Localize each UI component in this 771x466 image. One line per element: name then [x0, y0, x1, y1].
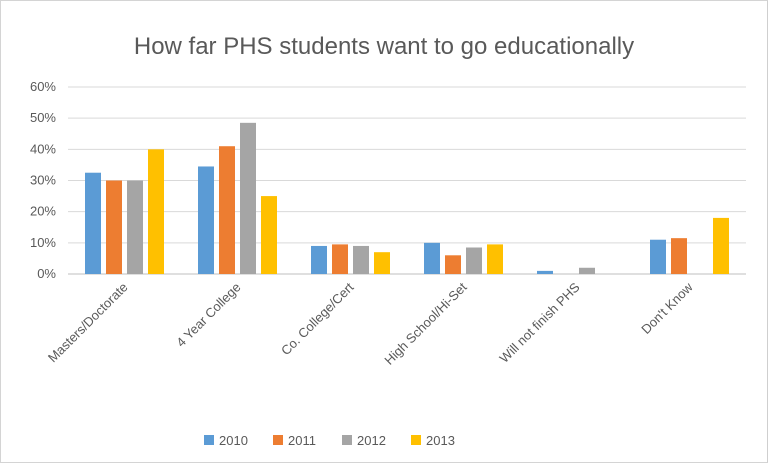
category-label: Don't Know	[638, 279, 696, 337]
y-tick-label: 20%	[30, 204, 56, 219]
legend-label-2013: 2013	[426, 433, 455, 448]
category-label: Will not finish PHS	[496, 279, 582, 365]
bar-2011-4	[445, 255, 461, 274]
legend-swatch-2011	[273, 435, 283, 445]
bar-2010-3	[311, 245, 327, 274]
legend-swatch-2012	[342, 435, 352, 445]
legend-label-2012: 2012	[357, 433, 386, 448]
bar-2013-4	[487, 244, 503, 274]
category-label: 4 Year College	[173, 280, 243, 350]
bar-2010-6	[650, 239, 666, 274]
bar-2013-3	[374, 252, 390, 274]
chart-title: How far PHS students want to go educatio…	[134, 33, 634, 60]
category-label: Masters/Doctorate	[45, 280, 131, 366]
bar-2012-1	[127, 180, 143, 274]
gridlines	[68, 86, 746, 275]
bar-2010-4	[424, 242, 440, 274]
x-axis-categories: Masters/Doctorate 4 Year College Co. Colle…	[45, 279, 696, 368]
y-tick-label: 30%	[30, 173, 56, 188]
bar-2012-3	[353, 245, 369, 274]
y-tick-label: 60%	[30, 79, 56, 94]
y-tick-label: 0%	[37, 266, 56, 281]
legend-label-2011: 2011	[288, 433, 316, 448]
bar-2012-2	[240, 122, 256, 274]
y-axis-ticks: 0% 10% 20% 30% 40% 50% 60%	[30, 79, 56, 281]
y-tick-label: 50%	[30, 110, 56, 125]
category-label: Co. College/Cert	[278, 279, 357, 358]
bar-2011-6	[671, 238, 687, 274]
category-label: High School/Hi-Set	[381, 279, 470, 368]
legend-label-2010: 2010	[219, 433, 248, 448]
legend-swatch-2010	[204, 435, 214, 445]
bar-2011-3	[332, 244, 348, 274]
bar-2011-1	[106, 180, 122, 274]
legend-swatch-2013	[411, 435, 421, 445]
y-tick-label: 40%	[30, 141, 56, 156]
bar-2012-4	[466, 247, 482, 274]
bar-2013-1	[148, 149, 164, 274]
bar-2010-1	[85, 172, 101, 274]
y-tick-label: 10%	[30, 235, 56, 250]
legend: 2010 2011 2012 2013	[204, 433, 455, 448]
bars	[85, 122, 729, 274]
bar-2013-2	[261, 196, 277, 274]
bar-2013-6	[713, 217, 729, 274]
bar-2012-5	[579, 267, 595, 274]
bar-2010-5	[537, 270, 553, 274]
bar-2011-2	[219, 146, 235, 274]
bar-2010-2	[198, 166, 214, 274]
